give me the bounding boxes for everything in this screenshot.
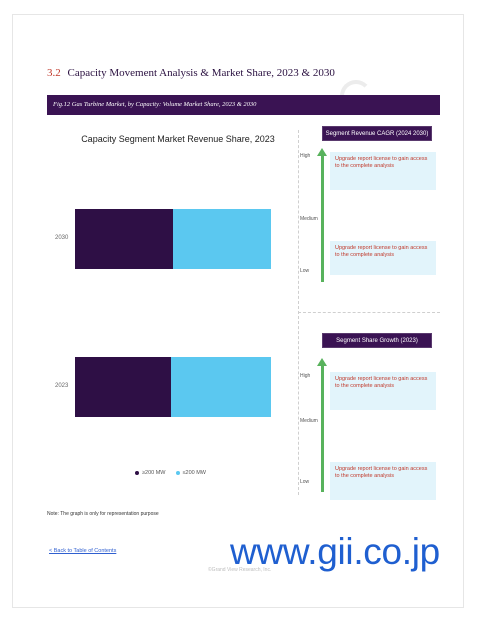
category-label-2023: 2023: [55, 383, 69, 389]
section-title-text: Capacity Movement Analysis & Market Shar…: [67, 67, 335, 79]
back-to-contents-link[interactable]: < Back to Table of Contents: [49, 548, 117, 554]
chart-legend: ≥200 MW ≤200 MW: [135, 470, 206, 476]
legend-label-series-1: ≥200 MW: [142, 470, 166, 476]
arrow-shaft: [321, 155, 324, 282]
category-label-2030: 2030: [55, 235, 69, 241]
level-label-low: Low: [300, 479, 310, 485]
legend-label-series-2: ≤200 MW: [182, 470, 207, 476]
upgrade-info-box: Upgrade report license to gain access to…: [330, 241, 436, 275]
level-label-medium: Medium: [300, 216, 318, 222]
section-number: 3.2: [47, 67, 61, 79]
horizontal-divider: [298, 312, 440, 313]
panel-header-share-growth: Segment Share Growth (2023): [322, 333, 432, 348]
legend-swatch-series-2: [175, 471, 180, 475]
arrow-shaft: [321, 365, 324, 492]
bar-segment-2023-series-2: [171, 357, 271, 417]
site-watermark: www.gii.co.jp: [230, 531, 440, 572]
legend-swatch-series-1: [135, 471, 139, 475]
copyright-text: ©Grand View Research, Inc.: [208, 567, 272, 573]
arrow-up-icon: [317, 358, 327, 366]
level-label-high: High: [300, 373, 311, 379]
legend-item-series-1: ≥200 MW: [135, 470, 166, 476]
bar-segment-2030-series-1: [75, 209, 173, 269]
level-label-high: High: [300, 153, 311, 159]
upgrade-info-box: Upgrade report license to gain access to…: [330, 372, 436, 410]
representation-note: Note: The graph is only for representati…: [47, 511, 159, 517]
upgrade-info-box: Upgrade report license to gain access to…: [330, 152, 436, 190]
legend-item-series-2: ≤200 MW: [175, 470, 207, 476]
level-label-low: Low: [300, 268, 310, 274]
upgrade-info-box: Upgrade report license to gain access to…: [330, 462, 436, 500]
bar-segment-2023-series-1: [75, 357, 172, 417]
arrow-up-icon: [317, 148, 327, 156]
level-label-medium: Medium: [300, 418, 318, 424]
panel-header-cagr: Segment Revenue CAGR (2024 2030): [322, 126, 432, 141]
bar-segment-2030-series-2: [173, 209, 271, 269]
chart-title: Capacity Segment Market Revenue Share, 2…: [81, 134, 275, 144]
figure-caption: Fig.12 Gas Turbine Market, by Capacity: …: [47, 95, 440, 115]
section-title: 3.2 Capacity Movement Analysis & Market …: [47, 67, 335, 79]
